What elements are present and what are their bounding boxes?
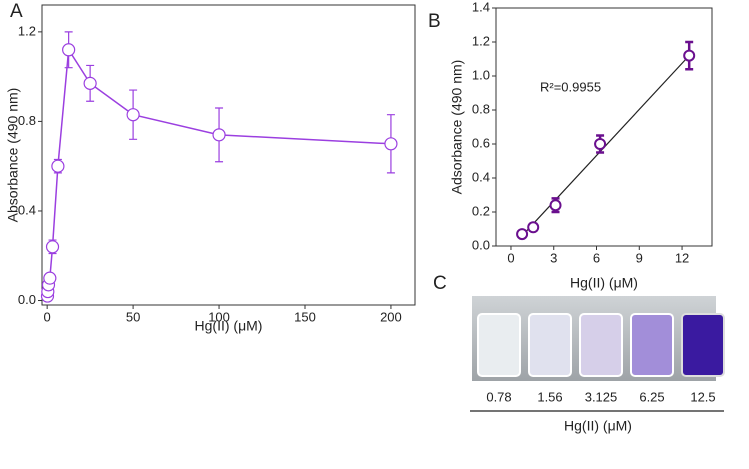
y-axis-label: Adsorbance (490 nm) bbox=[449, 60, 465, 195]
plot-frame bbox=[495, 7, 713, 247]
data-point bbox=[45, 240, 60, 254]
data-point bbox=[527, 221, 540, 234]
x-tick-label: 150 bbox=[294, 309, 316, 324]
data-point bbox=[549, 199, 562, 212]
data-point bbox=[43, 271, 57, 285]
panel-label: C bbox=[433, 273, 447, 294]
concentration-label: 12.5 bbox=[690, 389, 715, 404]
y-tick-label: 0.2 bbox=[472, 203, 490, 218]
x-tick-label: 6 bbox=[593, 250, 600, 265]
data-point bbox=[516, 228, 529, 241]
x-tick-label: 3 bbox=[550, 250, 557, 265]
y-axis-label: Absorbance (490 nm) bbox=[5, 88, 21, 223]
data-point bbox=[594, 138, 607, 150]
data-point bbox=[83, 76, 97, 90]
x-tick-label: 200 bbox=[380, 309, 402, 324]
x-axis-label: Hg(II) (μM) bbox=[195, 318, 263, 334]
data-point bbox=[126, 108, 140, 122]
y-tick-label: 0.4 bbox=[472, 169, 490, 184]
x-tick-label: 0 bbox=[507, 250, 514, 265]
x-tick-label: 12 bbox=[675, 250, 689, 265]
x-tick-label: 0 bbox=[44, 309, 51, 324]
photo-xlabel: Hg(II) (μM) bbox=[564, 418, 632, 434]
panel-label: B bbox=[428, 11, 441, 32]
data-point bbox=[51, 159, 65, 173]
concentration-label: 0.78 bbox=[486, 389, 511, 404]
y-tick-label: 1.4 bbox=[472, 0, 490, 14]
y-tick-label: 1.0 bbox=[472, 67, 490, 82]
vial-photo bbox=[472, 296, 725, 381]
x-tick-label: 50 bbox=[126, 309, 140, 324]
y-tick-label: 0.6 bbox=[472, 135, 490, 150]
y-tick-label: 0.8 bbox=[472, 101, 490, 116]
y-tick-label: 0.4 bbox=[18, 202, 36, 217]
concentration-label: 1.56 bbox=[537, 389, 562, 404]
annotation: R²=0.9955 bbox=[540, 79, 601, 94]
y-tick-label: 1.2 bbox=[18, 23, 36, 38]
x-tick-label: 9 bbox=[636, 250, 643, 265]
panel-label: A bbox=[10, 1, 23, 22]
y-tick-label: 0.0 bbox=[472, 237, 490, 252]
x-tick-label: 100 bbox=[208, 309, 230, 324]
data-point bbox=[683, 49, 696, 62]
concentration-label: 6.25 bbox=[639, 389, 664, 404]
y-tick-label: 1.2 bbox=[472, 33, 490, 48]
data-line bbox=[46, 47, 391, 297]
x-axis-label: Hg(II) (μM) bbox=[570, 275, 638, 291]
y-tick-label: 0.8 bbox=[18, 113, 36, 128]
data-point bbox=[212, 128, 226, 142]
concentration-label: 3.125 bbox=[585, 389, 618, 404]
data-point bbox=[62, 43, 76, 57]
data-point bbox=[384, 137, 398, 151]
y-tick-label: 0.0 bbox=[18, 292, 36, 307]
plot-frame bbox=[41, 4, 416, 306]
